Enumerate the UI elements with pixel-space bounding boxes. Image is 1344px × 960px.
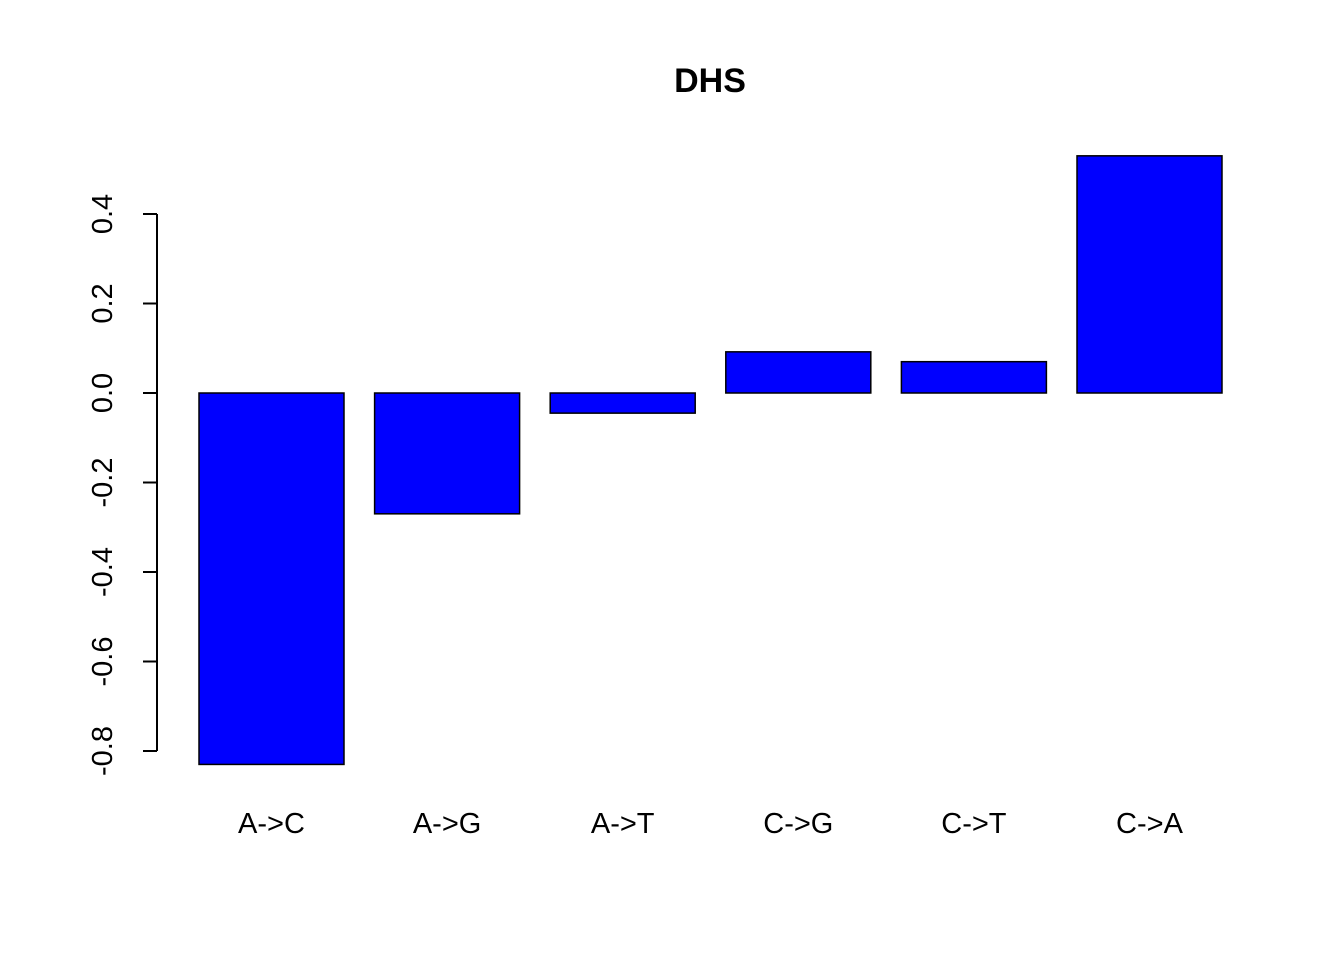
- bars: [198, 155, 1223, 766]
- y-tick-label: 0.2: [87, 283, 119, 323]
- x-tick-label: A->G: [413, 808, 482, 840]
- x-axis-labels: A->C A->G A->T C->G C->T C->A: [238, 808, 1184, 840]
- y-tick-label: -0.8: [87, 726, 119, 776]
- bar: [198, 392, 345, 766]
- y-tick-label: 0.0: [87, 373, 119, 413]
- x-tick-label: A->T: [591, 808, 655, 840]
- bar: [549, 392, 696, 414]
- chart-title: DHS: [674, 62, 746, 100]
- bar: [373, 392, 521, 515]
- y-tick-label: 0.4: [87, 194, 119, 234]
- y-tick-label: -0.6: [87, 637, 119, 687]
- x-tick-label: C->A: [1116, 808, 1184, 840]
- bar: [1076, 155, 1223, 394]
- bar: [725, 351, 872, 394]
- x-tick-label: A->C: [238, 808, 305, 840]
- y-tick-label: -0.4: [87, 547, 119, 597]
- bar: [900, 360, 1048, 394]
- x-tick-label: C->T: [941, 808, 1007, 840]
- x-tick-label: C->G: [763, 808, 833, 840]
- y-tick-label: -0.2: [87, 458, 119, 508]
- y-axis: -0.8 -0.6 -0.4 -0.2 0.0 0.2 0.4: [87, 194, 158, 776]
